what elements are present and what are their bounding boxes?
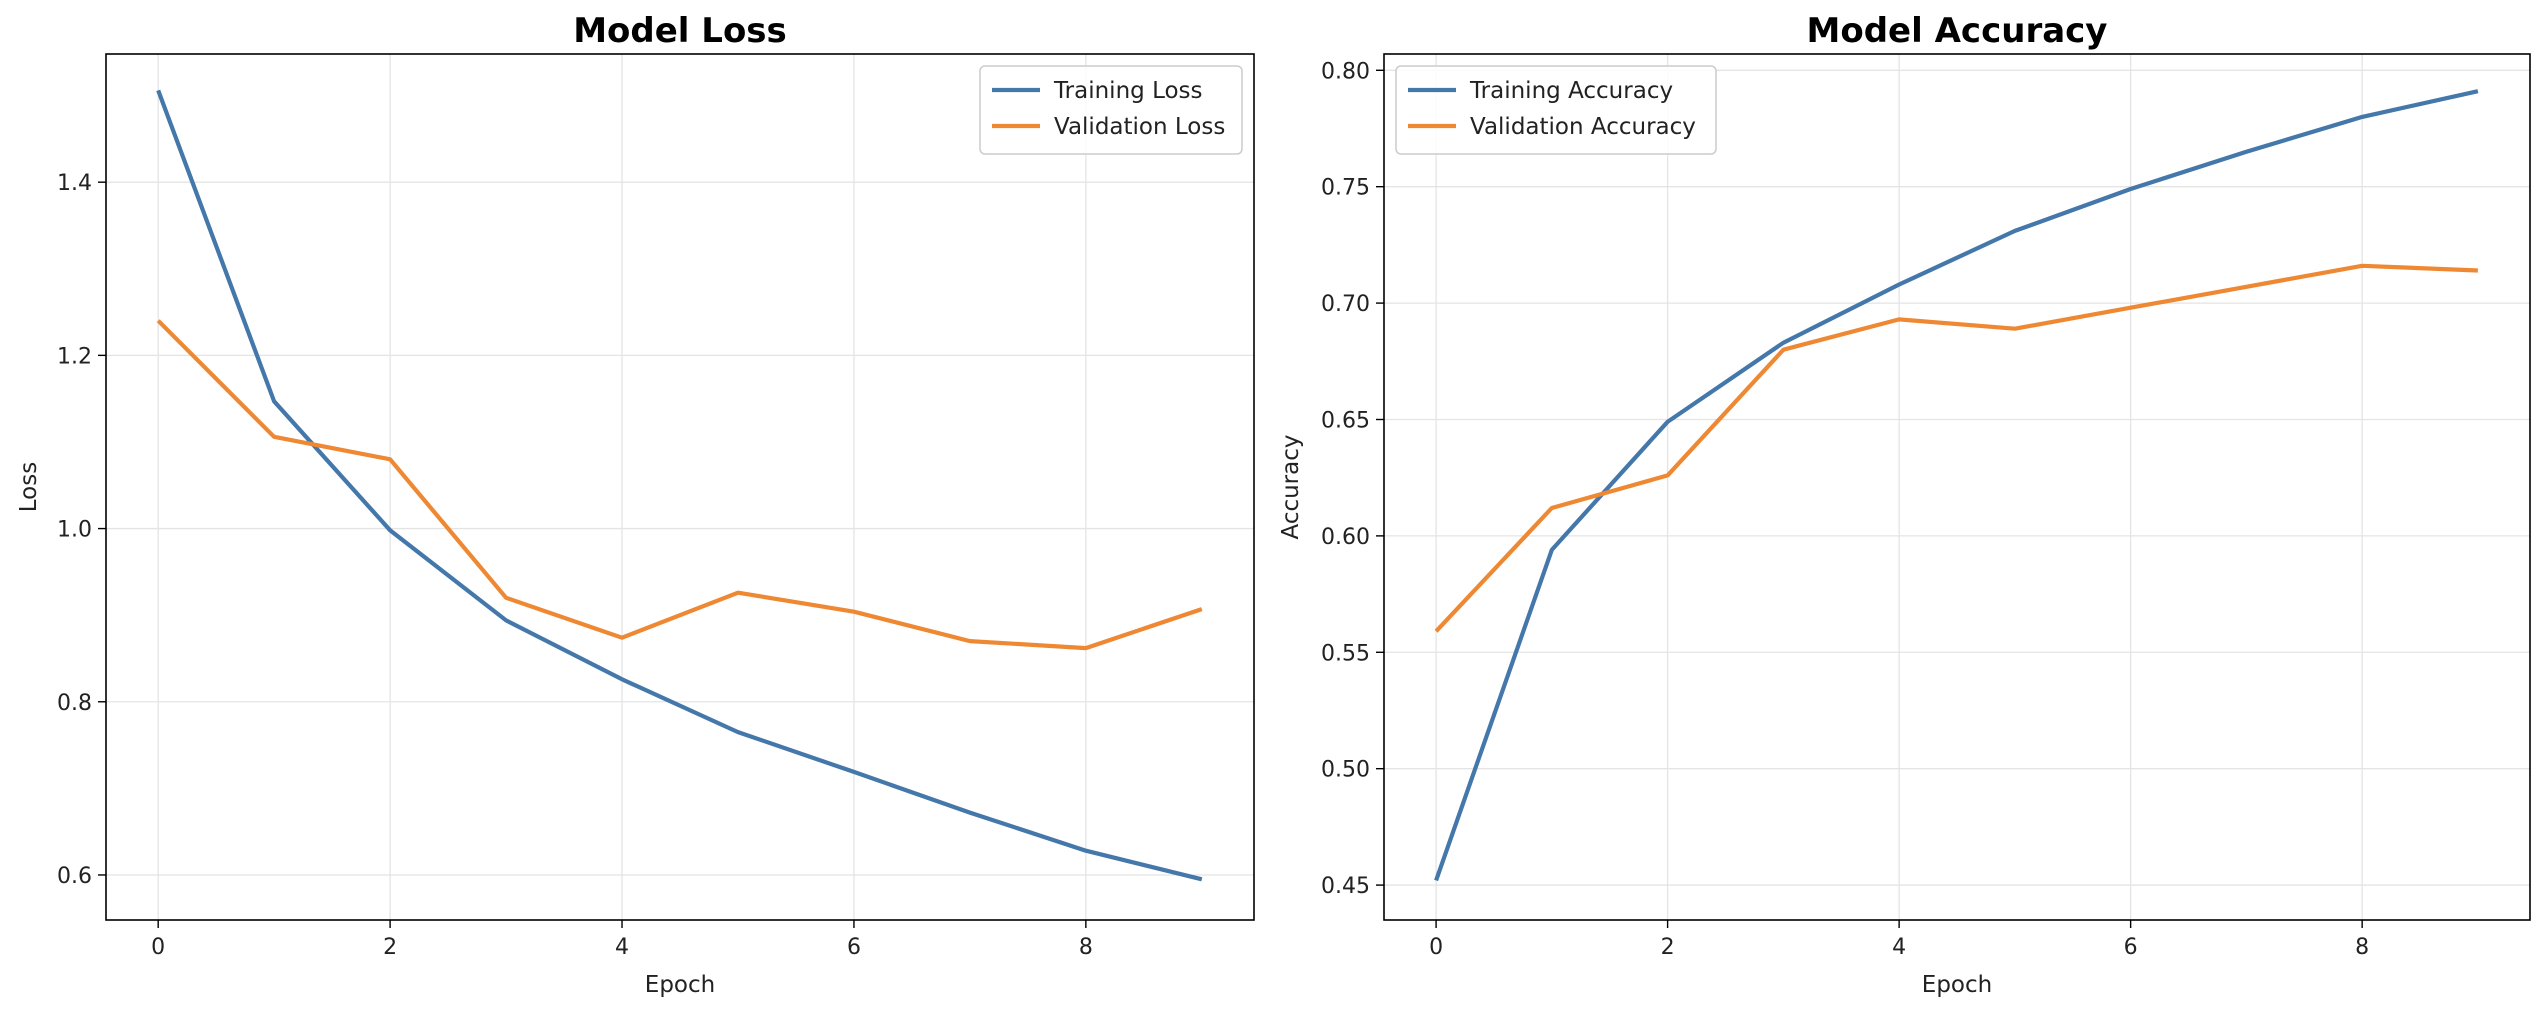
- y-axis-label: Loss: [16, 462, 42, 512]
- series-line-1: [156, 319, 1203, 651]
- legend: Training Accuracy Validation Accuracy: [1395, 65, 1717, 155]
- chart-title: Model Accuracy: [1807, 11, 2108, 51]
- y-tick-label: 0.80: [1321, 59, 1370, 84]
- y-tick-label: 0.45: [1321, 874, 1370, 899]
- y-tick-label: 0.6: [57, 864, 92, 889]
- x-tick-label: 0: [1429, 935, 1443, 960]
- plot-frame: [105, 53, 1255, 921]
- x-tick-label: 6: [2124, 935, 2138, 960]
- x-tick-label: 2: [1661, 935, 1675, 960]
- legend-label: Training Accuracy: [1469, 78, 1673, 104]
- x-axis-label: Epoch: [1922, 972, 1992, 998]
- y-axis-label: Accuracy: [1278, 434, 1304, 539]
- legend-box: [979, 65, 1243, 155]
- legend-label: Validation Accuracy: [1470, 114, 1696, 140]
- loss-chart: 0 2 4 6 8 0.6 0.8 1.0 1.2 1.4 Model Loss Epoch Loss T…: [16, 11, 1255, 998]
- plot-frame: [1383, 53, 2531, 921]
- x-tick-label: 0: [151, 935, 165, 960]
- y-tick-label: 1.0: [57, 518, 92, 543]
- x-axis-label: Epoch: [645, 972, 715, 998]
- accuracy-chart: 0 2 4 6 8 0.45 0.50 0.55 0.60 0.65 0.70 0.75 0.80 Mod…: [1278, 11, 2531, 998]
- x-tick-label: 4: [615, 935, 629, 960]
- y-tick-label: 0.65: [1321, 408, 1370, 433]
- series-line-0: [156, 89, 1203, 882]
- series-line-1: [1434, 263, 2478, 633]
- x-tick-label: 4: [1892, 935, 1906, 960]
- y-tick-label: 1.4: [57, 171, 92, 196]
- y-tick-label: 0.8: [57, 691, 92, 716]
- legend-label: Validation Loss: [1054, 114, 1225, 140]
- y-tick-label: 0.75: [1321, 176, 1370, 201]
- y-tick-label: 1.2: [57, 344, 92, 369]
- legend-box: [1395, 65, 1717, 155]
- legend-label: Training Loss: [1053, 78, 1203, 104]
- x-tick-label: 2: [383, 935, 397, 960]
- y-tick-label: 0.60: [1321, 525, 1370, 550]
- series-line-0: [1434, 89, 2479, 882]
- x-tick-label: 8: [2355, 935, 2369, 960]
- x-tick-label: 6: [847, 935, 861, 960]
- y-tick-label: 0.55: [1321, 641, 1370, 666]
- y-tick-label: 0.70: [1321, 292, 1370, 317]
- legend: Training Loss Validation Loss: [979, 65, 1243, 155]
- chart-title: Model Loss: [573, 11, 787, 51]
- x-tick-label: 8: [1079, 935, 1093, 960]
- y-tick-label: 0.50: [1321, 758, 1370, 783]
